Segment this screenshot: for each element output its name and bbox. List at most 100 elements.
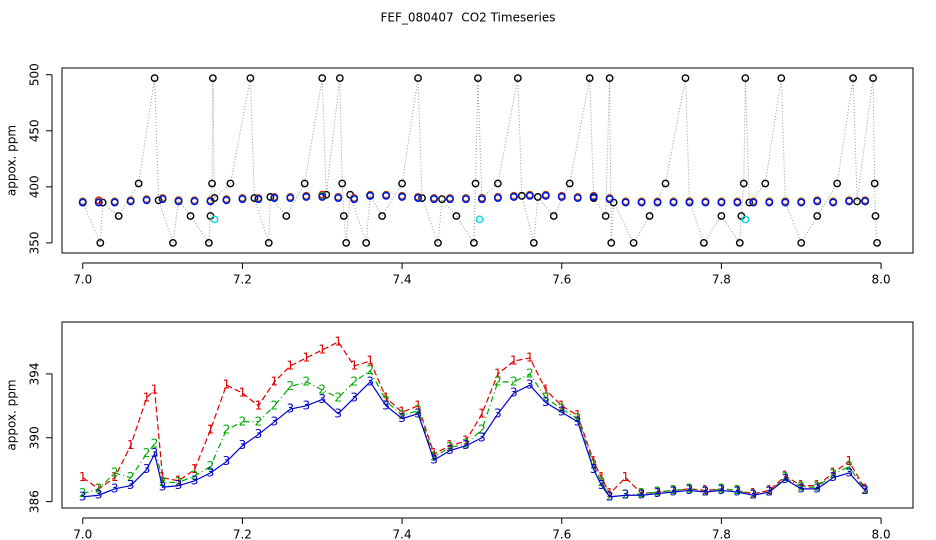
point-marker: 1 [702,483,710,497]
point-marker: 1 [111,470,119,484]
data-point [208,74,217,82]
data-point [509,193,518,201]
data-point [765,198,774,207]
point-marker: 1 [781,469,789,483]
data-point [300,179,309,188]
point-marker: 2 [462,437,470,451]
data-point [204,239,213,247]
point-marker: 1 [750,486,758,500]
point-marker: 3 [574,414,582,428]
point-marker: 1 [797,478,805,492]
point-marker: 3 [350,390,358,404]
data-point [446,195,454,204]
point-marker: 2 [159,475,167,489]
x-tick-label: 7.2 [233,273,252,287]
point-marker: 2 [151,437,159,451]
point-marker: 3 [151,446,159,460]
point-marker: 3 [111,481,119,495]
data-point [741,74,750,82]
point-marker: 2 [302,374,310,388]
point-marker: 2 [223,422,231,436]
data-point [475,215,484,224]
x-tick-label: 8.0 [872,528,891,540]
data-point [605,195,614,204]
point-marker: 3 [558,405,566,419]
data-point [78,198,87,207]
point-marker: 1 [350,358,358,372]
data-point [430,195,438,204]
point-marker: 3 [366,374,374,388]
data-point [513,74,522,82]
point-marker: 1 [414,398,422,412]
point-marker: 3 [702,485,710,499]
data-point [398,193,406,201]
point-marker: 3 [159,480,167,494]
point-marker: 2 [542,390,550,404]
point-marker: 1 [175,473,183,487]
point-marker: 2 [813,480,821,494]
point-marker: 1 [606,486,614,500]
point-marker: 1 [622,470,630,484]
data-point [438,195,446,204]
chart-title: FEF_080407 CO2 Timeseries [380,11,555,25]
point-marker: 2 [845,459,853,473]
data-point [208,179,216,188]
point-marker: 2 [175,475,183,489]
point-marker: 3 [638,488,646,502]
point-marker: 1 [366,354,374,368]
point-marker: 2 [79,486,87,500]
data-point [150,74,159,82]
point-marker: 3 [414,406,422,420]
data-point [174,197,183,206]
point-marker: 1 [542,382,550,396]
point-marker: 1 [526,350,534,364]
point-marker: 3 [302,398,310,412]
data-point [418,194,426,202]
data-point [629,239,638,247]
point-marker: 1 [718,481,726,495]
point-marker: 2 [734,483,742,497]
data-point [335,74,344,82]
data-point [94,198,103,207]
point-marker: 1 [829,465,837,479]
data-point [853,197,862,206]
point-marker: 3 [175,478,183,492]
y-axis-label: appox. ppm [5,125,19,196]
point-marker: 1 [302,350,310,364]
point-marker: 1 [151,382,159,396]
series-line [82,369,866,498]
data-point [833,179,842,188]
point-marker: 3 [127,478,135,492]
point-marker: 1 [207,422,215,436]
data-point [238,195,247,204]
point-marker: 1 [430,446,438,460]
data-point [362,239,371,247]
data-point [797,239,806,247]
point-marker: 3 [79,489,87,503]
data-point [637,198,646,207]
point-marker: 1 [79,470,87,484]
data-point [142,196,151,205]
point-marker: 2 [638,486,646,500]
data-point [813,212,822,220]
point-marker: 2 [430,449,438,463]
data-point [169,239,177,247]
data-point [869,74,877,82]
data-point [605,74,614,82]
data-point [226,179,235,188]
point-marker: 2 [127,470,135,484]
y-tick-label: 394 [28,362,42,385]
point-marker: 1 [734,483,742,497]
point-marker: 3 [670,485,678,499]
x-tick-label: 7.8 [712,528,731,540]
data-point [470,239,478,247]
point-marker: 2 [350,374,358,388]
point-marker: 2 [574,411,582,425]
point-marker: 3 [542,395,550,409]
data-point [739,179,748,188]
point-marker: 3 [510,386,518,400]
data-point [601,212,610,220]
x-tick-label: 7.2 [233,528,252,540]
point-marker: 2 [414,403,422,417]
data-point [870,179,879,188]
